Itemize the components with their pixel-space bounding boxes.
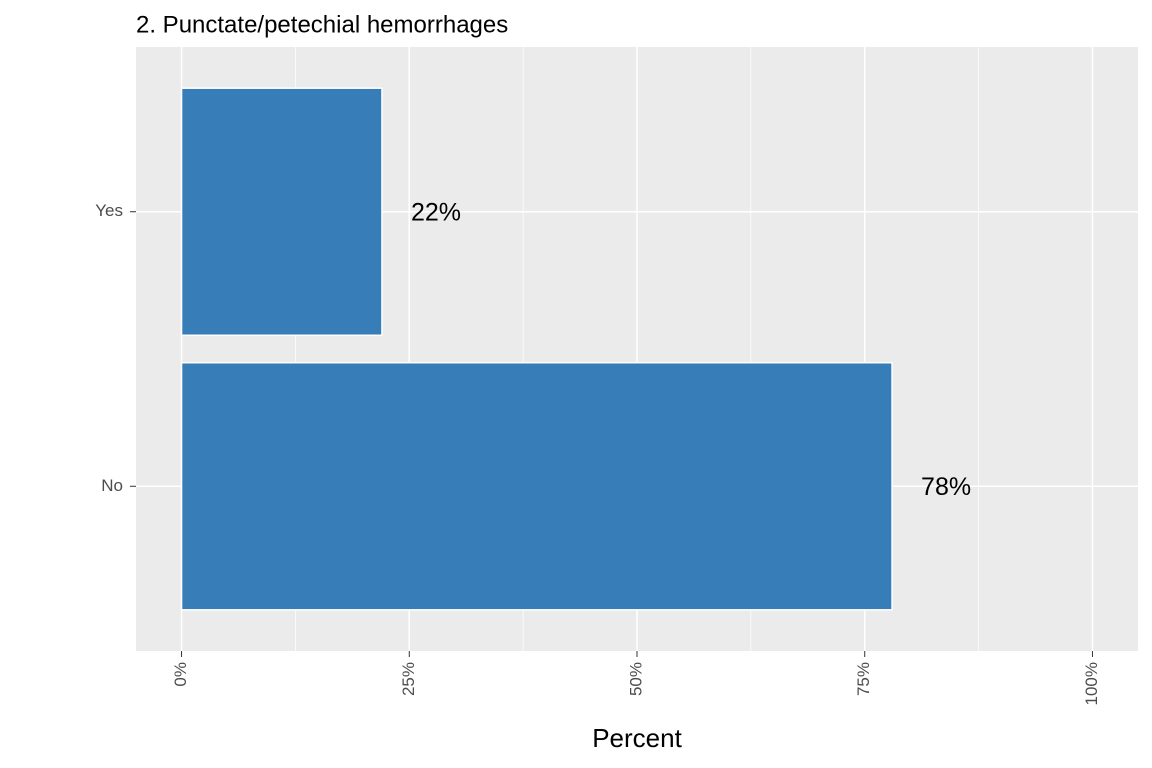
y-tick-label: Yes (95, 201, 123, 220)
y-tick-label: No (101, 476, 123, 495)
x-tick-label: 100% (1082, 662, 1101, 705)
data-label: 78% (921, 473, 971, 501)
x-tick-label: 50% (626, 662, 645, 696)
bar (180, 361, 893, 611)
bar (180, 87, 383, 337)
chart-title: 2. Punctate/petechial hemorrhages (136, 11, 508, 38)
data-label: 22% (411, 198, 461, 226)
x-tick-label: 75% (854, 662, 873, 696)
x-axis-title: Percent (592, 723, 682, 753)
x-tick-label: 0% (171, 662, 190, 687)
x-tick-label: 25% (399, 662, 418, 696)
